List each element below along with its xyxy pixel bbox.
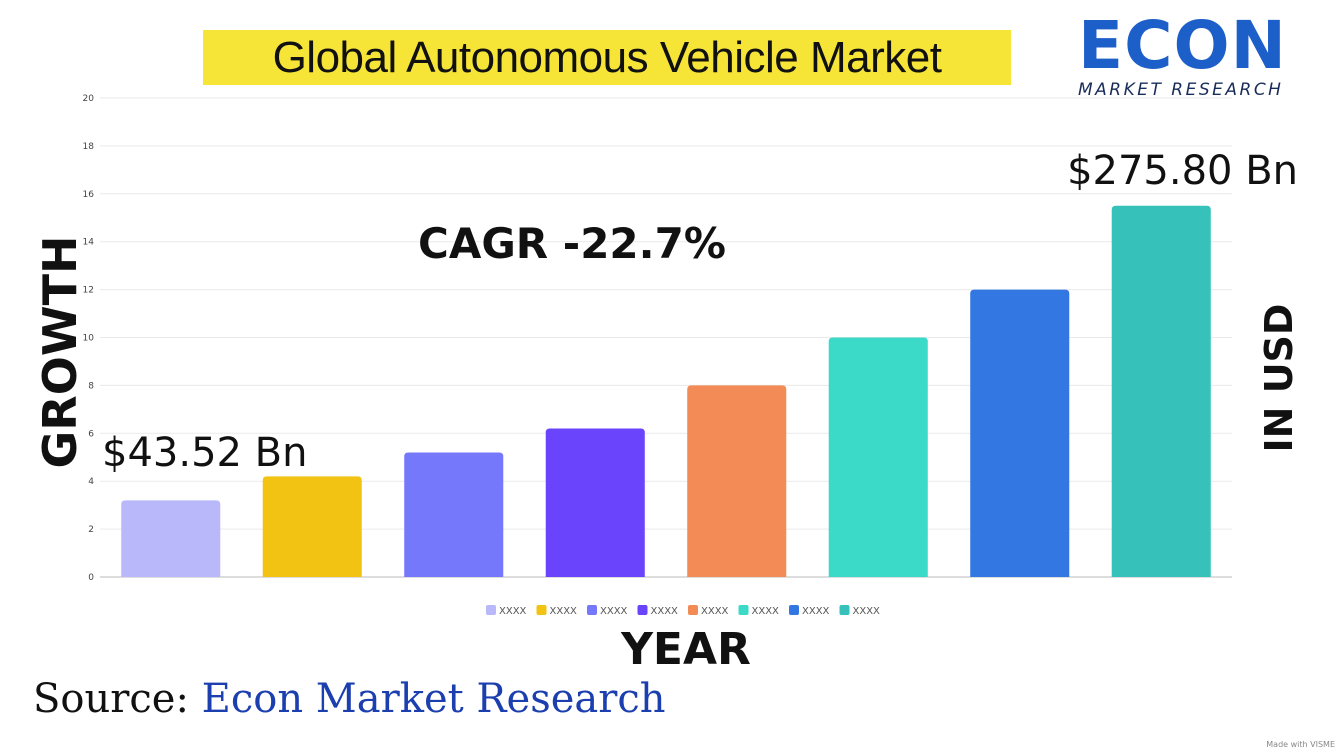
legend-swatch (789, 605, 799, 615)
y-tick-label: 14 (83, 238, 95, 248)
y-tick-label: 12 (83, 286, 94, 296)
legend-label: XXXX (499, 606, 527, 617)
bar (970, 289, 1070, 577)
bar (262, 476, 362, 577)
bar (545, 428, 645, 577)
last-value-label: $275.80 Bn (1067, 148, 1298, 194)
legend-label: XXXX (802, 606, 830, 617)
legend-swatch (839, 605, 850, 615)
legend-label: XXXX (701, 606, 729, 617)
cagr-label: CAGR -22.7% (418, 219, 726, 268)
legend-swatch (637, 605, 648, 615)
legend: XXXX XXXX XXXX XXXX XXXX XXXX XXXX XXXX (486, 605, 880, 617)
legend-label: XXXX (600, 606, 628, 617)
legend-swatch (536, 605, 547, 615)
bar (828, 337, 928, 577)
bars (121, 205, 1211, 577)
econ-logo: ECON MARKET RESEARCH (1078, 12, 1323, 102)
y-tick-label: 4 (88, 477, 94, 487)
legend-swatch (486, 605, 496, 615)
legend-label: XXXX (853, 606, 881, 617)
legend-label: XXXX (651, 606, 679, 617)
y-tick-labels: 0 2 4 6 8 10 12 14 16 18 20 (83, 94, 95, 583)
y-tick-label: 16 (83, 190, 95, 200)
x-axis-label: YEAR (620, 624, 751, 675)
source-value: Econ Market Research (201, 676, 666, 722)
title-highlight: Global Autonomous Vehicle Market (203, 30, 1011, 85)
legend-swatch (587, 605, 597, 615)
source-line: Source: Econ Market Research (33, 676, 666, 722)
bar (687, 385, 787, 577)
logo-tagline: MARKET RESEARCH (1078, 80, 1284, 100)
chart-title: Global Autonomous Vehicle Market (272, 33, 942, 82)
bar (121, 500, 221, 577)
logo-wordmark: ECON (1078, 7, 1287, 84)
y-tick-label: 10 (83, 334, 95, 344)
first-value-label: $43.52 Bn (102, 430, 307, 476)
legend-label: XXXX (752, 606, 780, 617)
y-tick-label: 2 (88, 525, 94, 535)
y-axis-label: GROWTH (33, 236, 87, 469)
legend-label: XXXX (550, 606, 578, 617)
bar (404, 452, 504, 577)
y-tick-label: 20 (83, 94, 95, 104)
y-tick-label: 8 (88, 381, 94, 391)
legend-swatch (738, 605, 749, 615)
y-tick-label: 6 (88, 429, 94, 439)
y-tick-label: 0 (88, 573, 94, 583)
y-tick-label: 18 (83, 142, 95, 152)
bar (1111, 205, 1211, 577)
legend-swatch (688, 605, 698, 615)
source-label: Source: (33, 676, 189, 722)
y2-axis-label: IN USD (1257, 304, 1301, 453)
